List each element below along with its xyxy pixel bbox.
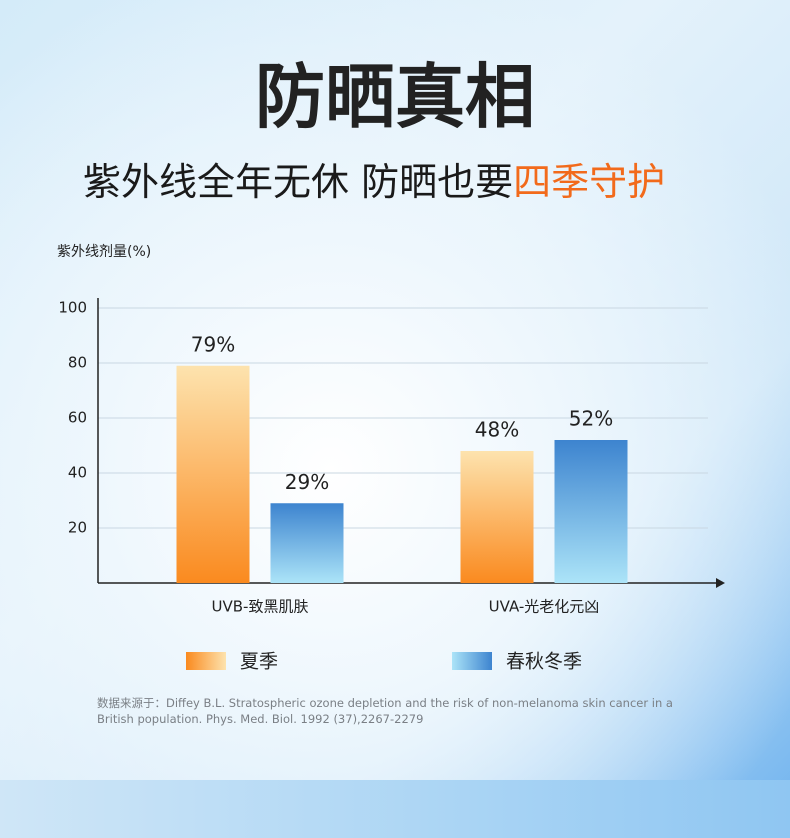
source-note: 数据来源于：Diffey B.L. Stratospheric ozone de…: [97, 696, 673, 726]
y-tick-label: 20: [68, 519, 87, 537]
bar: [176, 365, 250, 583]
chart-title: 防晒真相: [255, 56, 535, 138]
x-tick-label: UVB-致黑肌肤: [212, 598, 309, 616]
x-tick-label: UVA-光老化元凶: [489, 598, 600, 616]
value-label: 52%: [569, 407, 613, 431]
legend-label: 夏季: [240, 651, 278, 673]
legend-swatch: [186, 652, 226, 670]
value-label: 29%: [285, 470, 329, 494]
bar: [270, 503, 344, 583]
y-tick-label: 100: [58, 299, 87, 317]
x-axis-arrow: [716, 578, 725, 588]
bottom-band: [0, 780, 790, 838]
bar: [554, 440, 628, 583]
subtitle-highlight: 四季守护: [513, 160, 665, 204]
value-label: 79%: [191, 332, 235, 356]
legend-swatch: [452, 652, 492, 670]
y-tick-label: 60: [68, 409, 87, 427]
subtitle-text: 紫外线全年无休 防晒也要: [83, 160, 513, 204]
legend-label: 春秋冬季: [506, 651, 582, 673]
y-tick-label: 40: [68, 464, 87, 482]
y-tick-label: 80: [68, 354, 87, 372]
value-label: 48%: [475, 418, 519, 442]
bar: [460, 451, 534, 583]
y-axis-label: 紫外线剂量(%): [57, 244, 151, 260]
chart-subtitle: 紫外线全年无休 防晒也要四季守护: [83, 160, 665, 204]
